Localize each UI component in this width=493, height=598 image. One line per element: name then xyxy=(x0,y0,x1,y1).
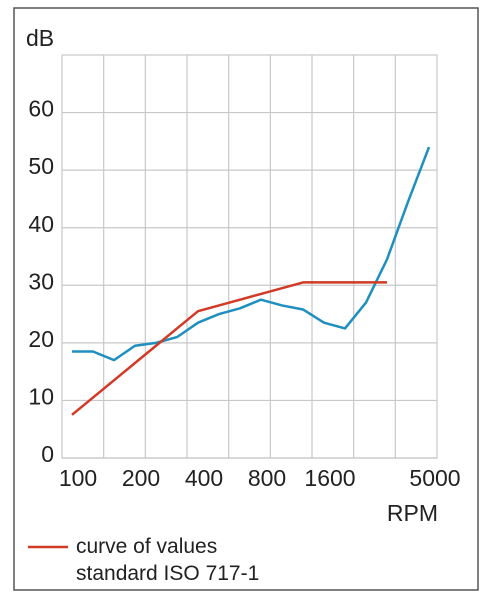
x-tick-label: 800 xyxy=(248,465,286,491)
y-tick-label: 0 xyxy=(41,441,54,467)
y-tick-label: 20 xyxy=(28,326,54,352)
y-tick-label: 60 xyxy=(28,96,54,122)
x-tick-label: 200 xyxy=(122,465,160,491)
y-tick-label: 50 xyxy=(28,153,54,179)
x-axis-label: RPM xyxy=(387,500,438,526)
plot-box xyxy=(61,54,438,459)
y-axis-label: dB xyxy=(26,25,54,51)
x-tick-label: 100 xyxy=(59,465,97,491)
x-tick-label: 5000 xyxy=(409,465,460,491)
x-tick-label: 400 xyxy=(185,465,223,491)
frame xyxy=(13,7,479,591)
legend-label: curve of values standard ISO 717-1 xyxy=(76,535,260,585)
y-tick-label: 10 xyxy=(28,384,54,410)
y-tick-label: 40 xyxy=(28,211,54,237)
x-tick-label: 1600 xyxy=(304,465,355,491)
data-line xyxy=(72,146,431,362)
data-line xyxy=(71,281,387,416)
y-tick-label: 30 xyxy=(28,268,54,294)
